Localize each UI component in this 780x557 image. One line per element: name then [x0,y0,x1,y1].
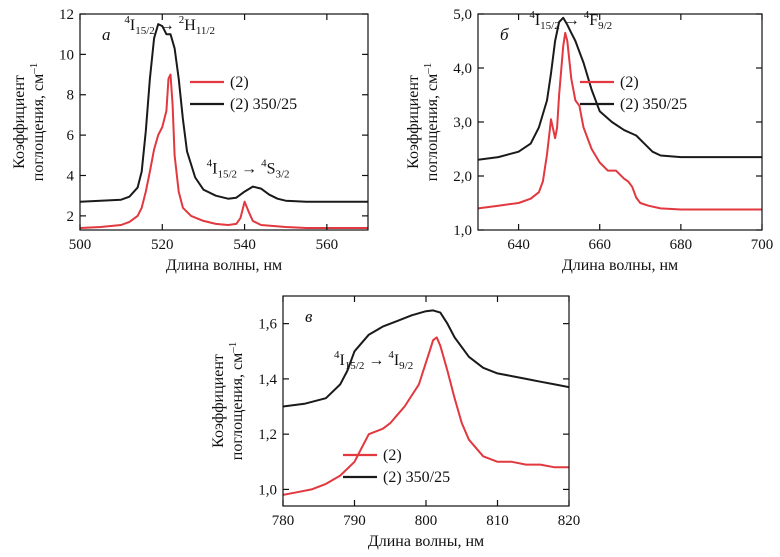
y-tick-label: 2 [67,209,75,225]
annotation-superscript: 4 [207,157,213,169]
chart-panel-b: 640 660 680 700 1,0 2,0 3,0 4,0 5,0 Длина волны, … [405,7,773,274]
y-axis-label-line2: поглощения, см–1 [227,342,246,460]
annotation-superscript: 4 [584,9,590,21]
legend-label: (2) 350/25 [230,96,297,113]
x-tick-label: 540 [233,237,256,253]
y-tick-label: 1,4 [258,372,277,388]
series-group [478,16,762,211]
legend-label: (2) 350/25 [383,469,450,486]
series-group [80,23,368,229]
chart-panel-a: 500 520 540 560 2 4 6 8 10 12 Длина волны, нм Коэфф… [11,7,369,274]
y-tick-label: 3,0 [453,115,472,131]
annotation-term: H [184,17,196,34]
annotation-superscript: 4 [334,349,340,361]
panel-label: б [500,25,509,44]
annotation-superscript: 4 [529,9,535,21]
x-tick-label: 680 [670,237,693,253]
y-axis-label-text: поглощения, см [30,74,47,181]
annotation-arrow: → [155,17,179,34]
annotation-arrow: → [364,352,388,369]
y-tick-label: 1,6 [258,317,277,333]
y-axis-label-superscript: –1 [28,63,40,75]
annotation-subscript: 11/2 [196,25,215,37]
series-line-sample-2 [283,336,569,496]
y-axis-label-line1: Коэффициент [210,354,227,448]
x-tick-label: 810 [486,513,509,529]
y-axis-label-text: поглощения, см [229,353,246,460]
legend-label: (2) [620,74,639,91]
x-axis-label: Длина волны, нм [166,257,282,274]
series-line-sample-2 [80,73,368,229]
plot-frame [79,13,369,231]
y-axis-label-text: поглощения, см [424,74,441,181]
x-axis-label: Длина волны, нм [562,257,678,274]
annotation-term: I [535,12,540,29]
transition-annotation: 4I15/2 → 4S3/2 [207,157,290,180]
annotation-subscript: 15/2 [345,360,365,372]
x-tick-label: 790 [343,513,366,529]
annotation-subscript: 15/2 [135,25,155,37]
series-line-sample-2-350-25 [478,16,762,161]
x-tick-label: 820 [558,513,581,529]
annotation-arrow: → [560,12,584,29]
y-axis-label-superscript: –1 [422,63,434,75]
y-axis-label-line1: Коэффициент [405,75,422,169]
annotation-superscript: 2 [179,14,185,26]
y-tick-label: 8 [67,88,75,104]
series-group [283,309,569,496]
y-axis-label-line2: поглощения, см–1 [422,63,441,181]
annotation-subscript: 9/2 [598,20,612,32]
y-tick-label: 2,0 [453,169,472,185]
transition-annotation: 4I15/2 → 4F9/2 [529,9,612,32]
annotation-term: I [212,160,217,177]
y-tick-label: 1,0 [453,223,472,239]
legend-label: (2) [230,74,249,91]
annotation-superscript: 4 [388,349,394,361]
x-tick-label: 640 [507,237,530,253]
y-tick-label: 4 [67,168,75,184]
transition-annotation: 4I15/2 → 4I9/2 [334,349,413,372]
y-tick-label: 1,2 [258,427,277,443]
plot-frame [477,13,763,231]
x-tick-label: 500 [69,237,92,253]
y-axis-label-line1: Коэффициент [11,75,28,169]
x-tick-label: 800 [415,513,438,529]
legend-label: (2) 350/25 [620,96,687,113]
series-line-sample-2-350-25 [80,23,368,203]
annotation-subscript: 15/2 [540,20,560,32]
x-tick-label: 700 [751,237,774,253]
legend-label: (2) [383,447,402,464]
y-tick-label: 10 [59,47,74,63]
series-line-sample-2 [478,31,762,211]
y-tick-label: 4,0 [453,61,472,77]
annotation-term: I [130,17,135,34]
annotation-term: I [339,352,344,369]
series-line-sample-2-350-25 [283,309,569,408]
annotation-subscript: 9/2 [399,360,413,372]
y-axis-label-superscript: –1 [227,342,239,354]
y-tick-label: 5,0 [453,7,472,23]
y-tick-label: 12 [59,7,74,23]
annotation-subscript: 15/2 [218,168,238,180]
annotation-superscript: 4 [124,14,130,26]
annotation-superscript: 4 [261,157,267,169]
panel-label: в [305,307,313,326]
annotation-arrow: → [237,160,261,177]
annotation-term: I [394,352,399,369]
x-tick-label: 520 [151,237,174,253]
x-tick-label: 560 [316,237,339,253]
x-axis-label: Длина волны, нм [368,533,484,550]
transition-annotation: 4I15/2 → 2H11/2 [124,14,215,37]
chart-panel-v: 780 790 800 810 820 1,0 1,2 1,4 1,6 Длина волны, … [210,295,581,550]
y-tick-label: 6 [67,128,75,144]
y-axis-label-line2: поглощения, см–1 [28,63,47,181]
x-tick-label: 780 [272,513,295,529]
panel-label: а [102,25,111,44]
annotation-term: S [267,160,276,177]
y-tick-label: 1,0 [258,482,277,498]
annotation-subscript: 3/2 [275,168,289,180]
x-tick-label: 660 [588,237,611,253]
annotation-term: F [589,12,598,29]
